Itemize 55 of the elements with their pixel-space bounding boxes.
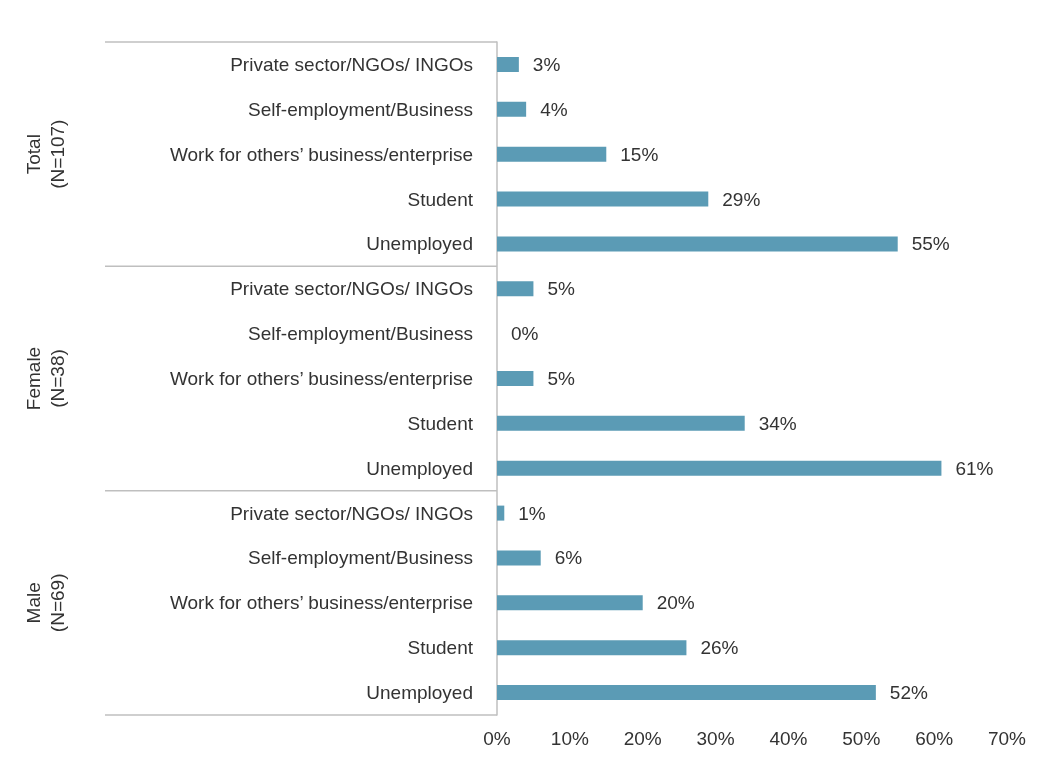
y-tick-label: Unemployed [366, 682, 473, 704]
bar [497, 146, 607, 162]
text: Male (N=69) [22, 573, 68, 633]
y-tick-label: Self-employment/Business [248, 98, 473, 120]
x-tick-label: 0% [483, 728, 511, 749]
y-tick-label: Private sector/NGOs/ INGOs [230, 278, 473, 300]
data-label: 34% [758, 412, 797, 434]
y-tick-label: Work for others’ business/enterprise [169, 143, 473, 165]
data-label: 26% [700, 637, 739, 659]
data-label: 3% [532, 53, 561, 75]
y-tick-label: Self-employment/Business [248, 547, 473, 569]
x-tick-label: 20% [623, 728, 662, 749]
bar [497, 191, 709, 207]
y-tick-label: Private sector/NGOs/ INGOs [230, 502, 473, 524]
y-tick-label: Student [407, 637, 474, 659]
bar [497, 56, 519, 72]
text: Female (N=38) [22, 346, 68, 411]
data-label: 6% [554, 547, 583, 569]
data-label: 15% [620, 143, 659, 165]
data-label: 1% [518, 502, 546, 524]
text: Total (N=107) [22, 119, 68, 189]
data-label: 0% [511, 323, 539, 345]
x-tick-label: 30% [696, 728, 735, 749]
bar [497, 371, 534, 386]
bar [497, 415, 745, 431]
data-label: 61% [955, 457, 994, 479]
x-tick-label: 40% [769, 728, 808, 749]
data-label: 55% [911, 233, 950, 255]
bar [497, 460, 942, 476]
bar [497, 101, 527, 117]
data-label: 52% [889, 682, 928, 704]
bar [497, 595, 643, 611]
bar [497, 281, 534, 297]
data-label: 29% [722, 188, 761, 210]
bar [497, 640, 687, 656]
y-tick-label: Student [407, 188, 474, 210]
y-tick-label: Self-employment/Business [248, 323, 473, 345]
data-label: 5% [547, 368, 575, 389]
data-label: 5% [547, 278, 575, 300]
y-tick-label: Work for others’ business/enterprise [169, 368, 473, 389]
bar [497, 550, 541, 566]
y-tick-label: Unemployed [366, 233, 473, 255]
bar [497, 236, 898, 252]
y-tick-label: Student [407, 412, 474, 434]
bar [497, 505, 505, 521]
x-tick-label: 60% [915, 728, 954, 749]
y-tick-label: Unemployed [366, 457, 473, 479]
data-label: 4% [540, 98, 568, 120]
bar [497, 685, 876, 701]
x-tick-label: 50% [842, 728, 881, 749]
y-tick-label: Private sector/NGOs/ INGOs [230, 53, 473, 75]
data-label: 20% [656, 592, 695, 614]
x-tick-label: 70% [987, 728, 1027, 749]
x-tick-label: 10% [550, 728, 589, 749]
y-tick-label: Work for others’ business/enterprise [169, 592, 473, 614]
